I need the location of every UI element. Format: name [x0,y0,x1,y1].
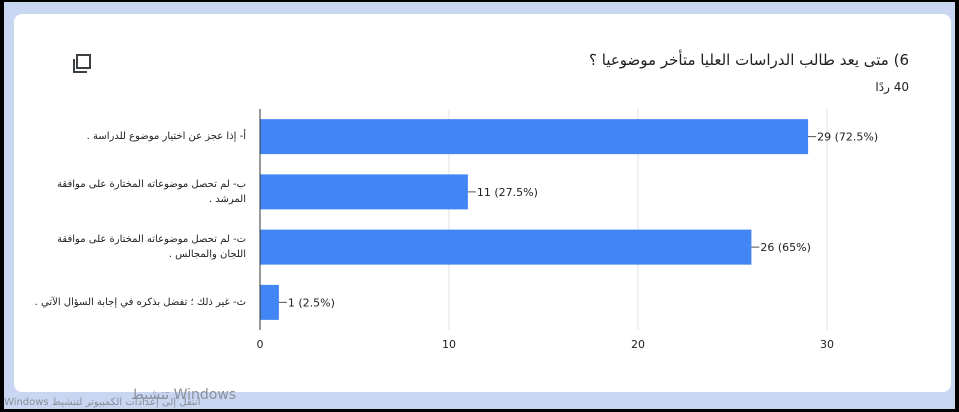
value-label: 26 (65%) [760,241,811,254]
copy-chart-icon[interactable] [71,53,93,75]
windows-watermark: تنشيط Windows [131,387,237,403]
windows-watermark-sub: انتقل إلى إعدادات الكمبيوتر لتنشيط Windo… [4,397,201,408]
bar[interactable] [260,119,809,155]
category-label: ت- لم تحصل موضوعاته المختارة على موافقة … [57,234,246,261]
x-tick-label: 20 [631,338,645,351]
x-tick-label: 30 [820,338,834,351]
bar[interactable] [260,284,279,320]
question-title: 6) متى يعد طالب الدراسات العليا متأخر مو… [589,51,909,69]
x-tick-label: 10 [442,338,456,351]
category-label: ب- لم تحصل موضوعاته المختارة على موافقة … [57,178,246,205]
bar[interactable] [260,229,752,265]
x-tick-label: 0 [257,338,264,351]
value-label: 1 (2.5%) [288,296,335,309]
bar[interactable] [260,174,468,210]
bar-chart: 0 10 20 30 29 (72.5%) 11 (27.5%) 26 (65%) 1 (2… [257,109,878,351]
value-label: 11 (27.5%) [477,186,538,199]
value-label: 29 (72.5%) [817,131,878,144]
response-count: 40 ردًا [875,80,909,94]
screenshot-frame: 6) متى يعد طالب الدراسات العليا متأخر مو… [4,2,955,409]
category-label: ث- غير ذلك ؛ تفضل بذكره في إجابة السؤال … [34,296,246,308]
question-card: 6) متى يعد طالب الدراسات العليا متأخر مو… [14,14,951,403]
category-label: أ- إذا عجز عن اختيار موضوع للدراسة . [86,131,246,143]
